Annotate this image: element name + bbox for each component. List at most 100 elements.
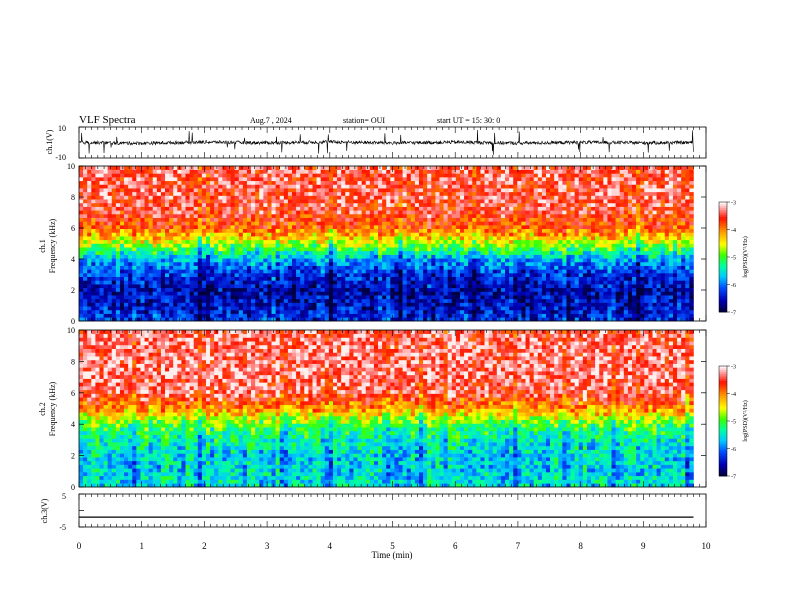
ch1-spec-cell bbox=[419, 317, 424, 322]
ch1-spec-cell bbox=[99, 247, 104, 252]
ch1-spec-cell bbox=[398, 173, 403, 178]
ch1-spec-cell bbox=[193, 228, 199, 233]
ch1-spec-cell bbox=[201, 291, 207, 296]
ch1-spec-cell bbox=[480, 243, 485, 248]
ch1-spec-cell bbox=[119, 250, 125, 255]
ch1-spec-cell bbox=[296, 243, 301, 248]
ch1-spec-cell bbox=[365, 239, 371, 244]
ch1-spec-cell bbox=[349, 195, 354, 200]
ch1-spec-cell bbox=[349, 191, 354, 196]
ch1-spec-cell bbox=[525, 284, 530, 289]
ch1-spec-cell bbox=[226, 173, 231, 178]
ch1-spec-cell bbox=[414, 195, 420, 200]
ch1-spec-cell bbox=[431, 317, 436, 322]
ch1-spec-cell bbox=[361, 239, 367, 244]
ch1-spec-cell bbox=[165, 302, 170, 307]
ch1-spec-cell bbox=[292, 217, 297, 222]
ch1-spec-cell bbox=[292, 180, 297, 185]
ch1-spec-cell bbox=[545, 317, 551, 322]
ch1-spec-cell bbox=[459, 287, 465, 292]
ch1-spec-cell bbox=[484, 213, 489, 218]
ch1-spec-cell bbox=[238, 273, 244, 278]
ch1-spec-cell bbox=[119, 313, 125, 318]
ch1-spec-cell bbox=[476, 243, 481, 248]
ch1-spec-cell bbox=[275, 247, 281, 252]
ch1-spec-cell bbox=[251, 236, 256, 241]
ch1-spec-cell bbox=[304, 210, 309, 215]
ch1-spec-cell bbox=[414, 221, 420, 226]
ch1-spec-cell bbox=[197, 228, 203, 233]
ch1-spec-cell bbox=[378, 202, 383, 207]
ch1-spec-cell bbox=[558, 247, 563, 252]
ch1-spec-cell bbox=[255, 280, 260, 285]
ch1-spec-cell bbox=[222, 180, 227, 185]
ch1-spec-cell bbox=[509, 298, 514, 303]
ch1-spec-cell bbox=[386, 291, 391, 296]
ch1-spec-cell bbox=[136, 210, 141, 215]
ch1-spec-cell bbox=[152, 295, 158, 300]
ch1-spec-cell bbox=[562, 258, 567, 263]
ch1-spec-cell bbox=[173, 298, 178, 303]
ch1-spec-cell bbox=[427, 210, 432, 215]
ch1-spec-cell bbox=[382, 239, 387, 244]
ch1-spec-cell bbox=[525, 309, 530, 314]
ch1-spec-cell bbox=[505, 228, 510, 233]
ch1-spec-cell bbox=[545, 199, 551, 204]
ch1-spec-cell bbox=[242, 280, 248, 285]
ch1-spec-cell bbox=[103, 206, 108, 211]
ch1-spec-cell bbox=[189, 217, 194, 222]
ch1-spec-cell bbox=[476, 184, 481, 189]
ch1-spec-cell bbox=[238, 180, 244, 185]
ch1-spec-cell bbox=[521, 239, 526, 244]
ch1-spec-cell bbox=[554, 239, 559, 244]
ch1-spec-cell bbox=[541, 202, 547, 207]
ch1-spec-cell bbox=[83, 298, 88, 303]
ch1-spec-cell bbox=[423, 258, 428, 263]
ch1-spec-cell bbox=[185, 306, 190, 311]
ch1-spec-cell bbox=[484, 199, 489, 204]
ch1-spec-cell bbox=[431, 236, 436, 241]
ch1-spec-cell bbox=[455, 232, 461, 237]
ch1-spec-cell bbox=[562, 284, 567, 289]
ch1-spec-cell bbox=[87, 225, 92, 230]
ch1-spec-cell bbox=[435, 217, 440, 222]
ch1-spec-cell bbox=[214, 295, 219, 300]
ch1-spec-cell bbox=[447, 232, 453, 237]
ch1-spec-cell bbox=[283, 247, 289, 252]
ch1-spec-cell bbox=[562, 225, 567, 230]
ch1-spec-cell bbox=[406, 258, 412, 263]
ch1-spec-cell bbox=[386, 180, 391, 185]
ch1-spec-cell bbox=[99, 254, 104, 259]
ch1-spec-cell bbox=[521, 317, 526, 322]
ch1-spec-cell bbox=[91, 302, 96, 307]
ch1-spec-cell bbox=[447, 191, 453, 196]
ch1-spec-cell bbox=[226, 213, 231, 218]
ch1-spec-cell bbox=[238, 284, 244, 289]
ch1-spec-cell bbox=[95, 243, 100, 248]
ch1-spec-cell bbox=[173, 306, 178, 311]
ch1-spec-cell bbox=[251, 298, 256, 303]
ch1-spec-cell bbox=[529, 191, 534, 196]
ch1-spec-cell bbox=[394, 177, 399, 182]
ch1-spec-cell bbox=[398, 317, 403, 322]
ch1-spec-cell bbox=[357, 265, 362, 270]
ch1-spec-cell bbox=[99, 166, 104, 170]
ch1-spec-cell bbox=[525, 232, 530, 237]
ch1-spec-cell bbox=[152, 166, 158, 170]
ch1-spec-cell bbox=[484, 173, 489, 178]
ch1-spec-cell bbox=[464, 236, 469, 241]
ch1-spec-cell bbox=[537, 195, 543, 200]
ch1-spec-cell bbox=[79, 313, 84, 318]
ch1-spec-cell bbox=[496, 287, 502, 292]
ch1-spec-cell bbox=[394, 254, 399, 259]
ch1-spec-cell bbox=[218, 239, 223, 244]
ch1-spec-cell bbox=[136, 247, 141, 252]
ch1-spec-cell bbox=[259, 166, 264, 170]
ch1-spec-cell bbox=[160, 276, 166, 281]
ch1-spec-cell bbox=[492, 298, 498, 303]
ch1-spec-cell bbox=[292, 206, 297, 211]
ch1-spec-cell bbox=[550, 273, 555, 278]
ch1-spec-cell bbox=[541, 239, 547, 244]
ch1-spec-cell bbox=[328, 239, 334, 244]
ch1-spec-cell bbox=[550, 188, 555, 193]
